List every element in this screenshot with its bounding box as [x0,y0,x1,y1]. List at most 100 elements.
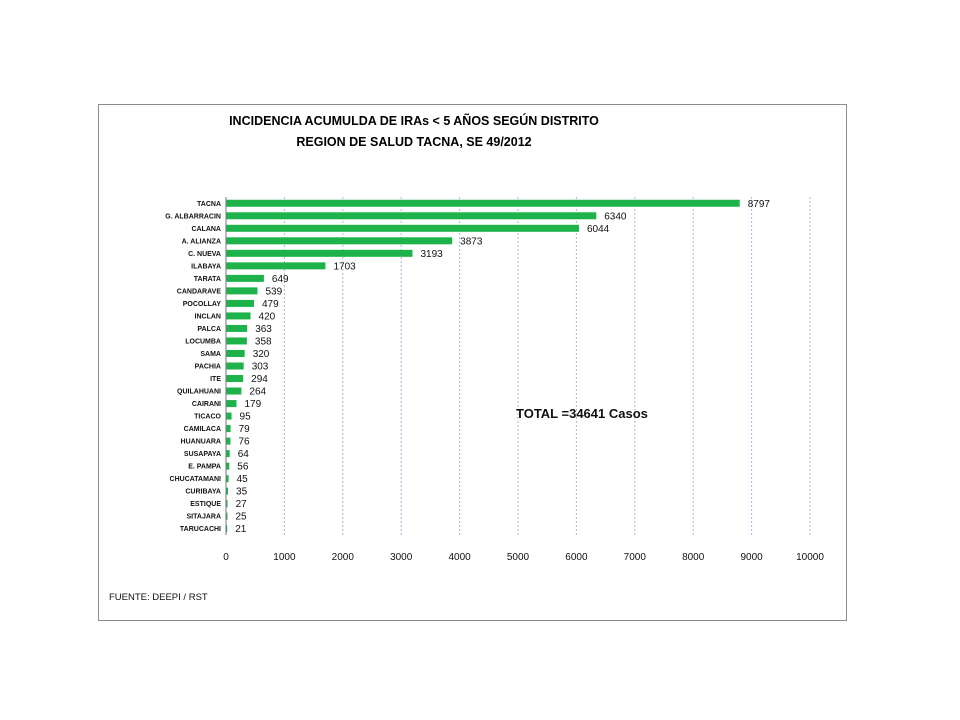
data-label: 64 [238,449,250,460]
bar [226,249,413,257]
data-label: 95 [240,412,252,423]
data-label: 27 [236,499,248,510]
x-tick-label: 8000 [682,552,705,563]
category-label: TARUCACHI [180,526,221,533]
data-label: 179 [244,399,261,410]
x-tick-label: 5000 [507,552,530,563]
data-label: 6340 [604,211,627,222]
bar [226,375,244,383]
data-label: 56 [237,462,249,473]
category-label: LOCUMBA [185,338,221,345]
data-label: 539 [265,286,282,297]
category-label: SAMA [200,351,221,358]
bar [226,525,228,533]
category-label: INCLAN [195,313,221,320]
category-label: CURIBAYA [185,489,221,496]
bar [226,500,228,508]
bar [226,462,230,470]
data-label: 3193 [420,249,443,260]
x-tick-label: 7000 [624,552,647,563]
data-label: 264 [249,387,266,398]
bar [226,337,247,345]
data-label: 303 [252,362,269,373]
category-label: TARATA [194,276,221,283]
bar [226,199,740,207]
bar [226,224,579,232]
axes: 0 1000 2000 3000 4000 5000 6000 7000 8000 9000 100… [165,197,824,563]
category-label: CAMILACA [184,426,221,433]
category-label: TACNA [197,201,221,208]
bar [226,362,244,370]
category-label: PALCA [197,326,221,333]
data-label: 8797 [748,199,771,210]
category-label: PACHIA [195,364,221,371]
x-tick-label: 1000 [273,552,296,563]
data-label: 45 [237,474,249,485]
bar [226,274,264,282]
data-label: 3873 [460,236,483,247]
bar [226,312,251,320]
bar [226,324,248,332]
category-label: QUILAHUANI [177,389,221,396]
bar [226,437,231,445]
x-tick-label: 0 [223,552,229,563]
data-label: 35 [236,487,248,498]
data-label: 363 [255,324,272,335]
bar [226,262,326,270]
bar [226,299,254,307]
data-label: 6044 [587,224,610,235]
category-label: CANDARAVE [177,288,222,295]
category-label: ILABAYA [191,263,221,270]
x-tick-label: 6000 [565,552,588,563]
category-label: SUSAPAYA [184,451,221,458]
category-label: CHUCATAMANI [170,476,222,483]
bar-chart: INCIDENCIA ACUMULDA DE IRAs < 5 AÑOS SEG… [109,113,824,603]
bar [226,212,597,220]
chart-title: INCIDENCIA ACUMULDA DE IRAs < 5 AÑOS SEG… [229,113,599,128]
category-label: A. ALIANZA [182,238,221,245]
data-label: 294 [251,374,268,385]
category-label: E. PAMPA [188,464,221,471]
bar [226,237,453,245]
x-tick-label: 4000 [448,552,471,563]
bar [226,387,242,395]
chart-frame: INCIDENCIA ACUMULDA DE IRAs < 5 AÑOS SEG… [98,104,847,621]
data-label: 76 [238,437,250,448]
category-label: C. NUEVA [188,251,221,258]
bar [226,349,245,357]
category-label: G. ALBARRACIN [165,213,221,220]
data-label: 358 [255,336,272,347]
category-label: TICACO [194,414,221,421]
x-tick-label: 9000 [740,552,763,563]
category-label: SITAJARA [187,514,221,521]
bar [226,487,229,495]
data-label: 320 [253,349,270,360]
bar [226,512,228,520]
category-label: CALANA [191,226,221,233]
data-label: 1703 [333,261,356,272]
bars: 8797634060443873319317036495394794203633… [226,199,770,535]
bar [226,475,229,483]
x-tick-label: 3000 [390,552,413,563]
data-label: 79 [239,424,251,435]
total-annotation: TOTAL =34641 Casos [516,406,648,421]
data-label: 649 [272,274,289,285]
bar [226,400,237,408]
gridlines [283,197,811,535]
chart-subtitle: REGION DE SALUD TACNA, SE 49/2012 [296,135,531,149]
data-label: 21 [235,524,247,535]
data-label: 420 [259,311,276,322]
category-label: HUANUARA [181,439,221,446]
category-label: ITE [210,376,221,383]
source-note: FUENTE: DEEPI / RST [109,592,208,603]
category-label: POCOLLAY [183,301,222,308]
category-label: ESTIQUE [190,501,221,508]
bar [226,287,258,295]
data-label: 25 [235,512,247,523]
x-tick-label: 10000 [796,552,824,563]
bar [226,412,232,420]
bar [226,425,231,433]
category-label: CAIRANI [192,401,221,408]
data-label: 479 [262,299,279,310]
x-tick-label: 2000 [332,552,355,563]
